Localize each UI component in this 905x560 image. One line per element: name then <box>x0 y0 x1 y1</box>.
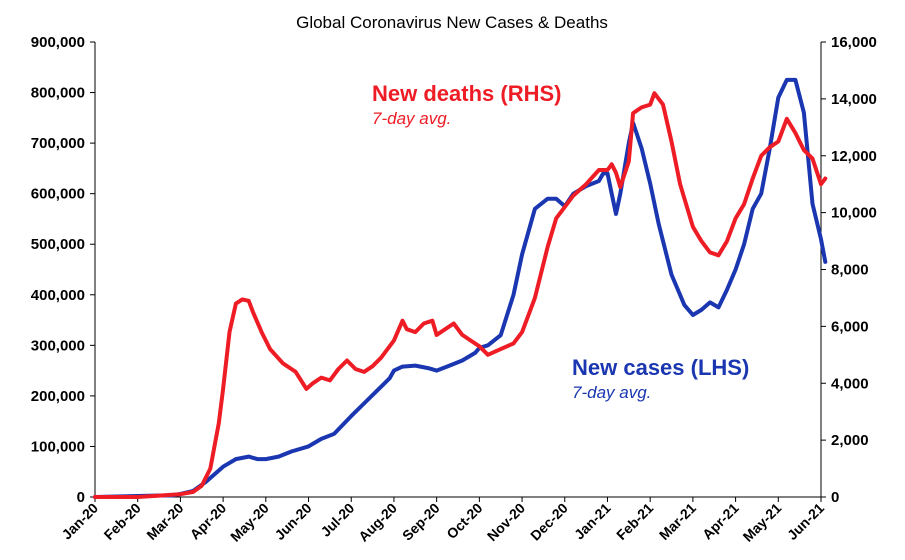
x-tick-label: Mar-20 <box>143 500 186 543</box>
x-tick-label: Aug-20 <box>355 500 400 545</box>
left-tick-label: 600,000 <box>31 186 85 203</box>
cases-series-line <box>93 77 828 499</box>
deaths-annotation-title: New deaths (RHS) <box>372 81 561 106</box>
right-tick-label: 6,000 <box>831 318 869 335</box>
left-tick-label: 900,000 <box>31 34 85 51</box>
right-tick-label: 0 <box>831 489 839 506</box>
x-tick-label: Mar-21 <box>656 500 699 543</box>
x-tick-label: Jul-20 <box>317 500 357 540</box>
right-tick-label: 16,000 <box>831 34 877 51</box>
right-tick-label: 10,000 <box>831 205 877 222</box>
left-tick-label: 0 <box>77 489 85 506</box>
x-tick-label: Jun-20 <box>271 500 314 543</box>
right-tick-label: 4,000 <box>831 375 869 392</box>
deaths-series-line <box>93 91 828 499</box>
cases-annotation-title: New cases (LHS) <box>572 355 749 380</box>
left-tick-label: 700,000 <box>31 135 85 152</box>
x-tick-label: Sep-20 <box>399 500 443 544</box>
x-tick-label: Dec-20 <box>527 500 571 544</box>
left-tick-label: 500,000 <box>31 236 85 253</box>
left-tick-label: 300,000 <box>31 337 85 354</box>
series-lines <box>93 77 828 499</box>
left-y-axis-ticks: 0 100,000 200,000 300,000 400,000 500,000 600,… <box>31 34 95 506</box>
left-tick-label: 200,000 <box>31 388 85 405</box>
x-tick-label: Apr-21 <box>699 500 742 543</box>
x-tick-label: Jan-21 <box>571 500 614 543</box>
chart-title: Global Coronavirus New Cases & Deaths <box>296 13 608 32</box>
x-tick-label: May-20 <box>227 500 272 545</box>
x-tick-label: May-21 <box>740 500 785 545</box>
x-tick-label: Nov-20 <box>484 500 528 544</box>
x-tick-label: Oct-20 <box>443 500 485 542</box>
right-tick-label: 2,000 <box>831 432 869 449</box>
x-tick-label: Feb-21 <box>613 500 656 543</box>
left-tick-label: 400,000 <box>31 287 85 304</box>
right-tick-label: 12,000 <box>831 148 877 165</box>
deaths-annotation-subtitle: 7-day avg. <box>372 109 451 128</box>
x-tick-label: Jun-21 <box>784 500 827 543</box>
right-y-axis-ticks: 0 2,000 4,000 6,000 8,000 10,000 12,000 14,000 1… <box>821 34 877 506</box>
left-tick-label: 100,000 <box>31 438 85 455</box>
right-tick-label: 8,000 <box>831 262 869 279</box>
x-tick-label: Apr-20 <box>187 500 230 543</box>
x-tick-label: Feb-20 <box>101 500 144 543</box>
cases-annotation-subtitle: 7-day avg. <box>572 383 651 402</box>
left-tick-label: 800,000 <box>31 85 85 102</box>
right-tick-label: 14,000 <box>831 91 877 108</box>
x-tick-label: Jan-20 <box>58 500 101 543</box>
